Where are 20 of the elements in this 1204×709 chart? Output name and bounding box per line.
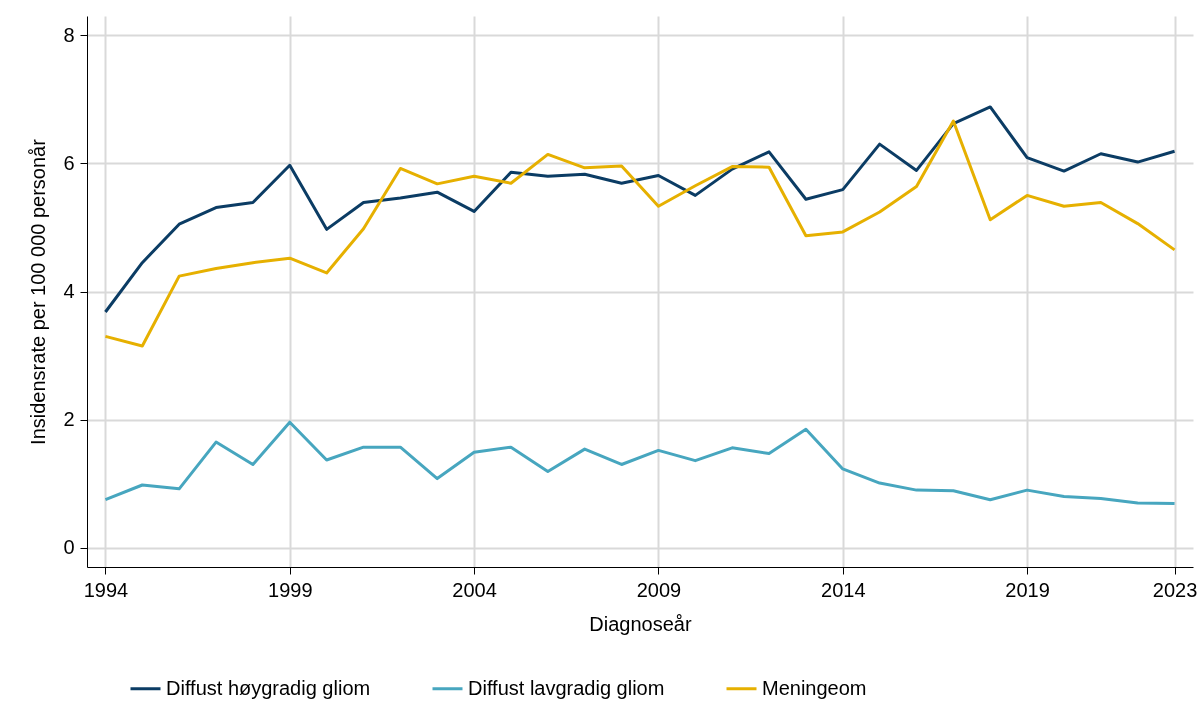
- y-tick-label: 6: [63, 151, 75, 174]
- y-tick-label: 8: [63, 23, 75, 46]
- legend-label: Meningeom: [762, 676, 867, 699]
- line-series: [103, 420, 1177, 506]
- y-axis-title: Insidensrate per 100 000 personår: [27, 138, 50, 445]
- line-series: [103, 105, 1177, 314]
- x-tick-label: 2009: [636, 578, 682, 601]
- y-tick-label: 0: [63, 536, 75, 559]
- x-tick-label: 1999: [268, 578, 313, 601]
- legend-label: Diffust høygradig gliom: [166, 676, 371, 699]
- x-tick-label: 2004: [452, 578, 497, 601]
- y-tick-label: 4: [63, 280, 75, 302]
- x-tick-label: 2023: [1152, 578, 1198, 601]
- y-tick-label: 2: [63, 408, 75, 431]
- x-axis-title: Diagnoseår: [589, 612, 692, 635]
- line-series: [103, 119, 1177, 348]
- legend-label: Diffust lavgradig gliom: [468, 676, 665, 699]
- x-tick-label: 1994: [83, 578, 129, 601]
- x-tick-label: 2019: [1005, 578, 1050, 601]
- x-tick-label: 2014: [821, 578, 866, 601]
